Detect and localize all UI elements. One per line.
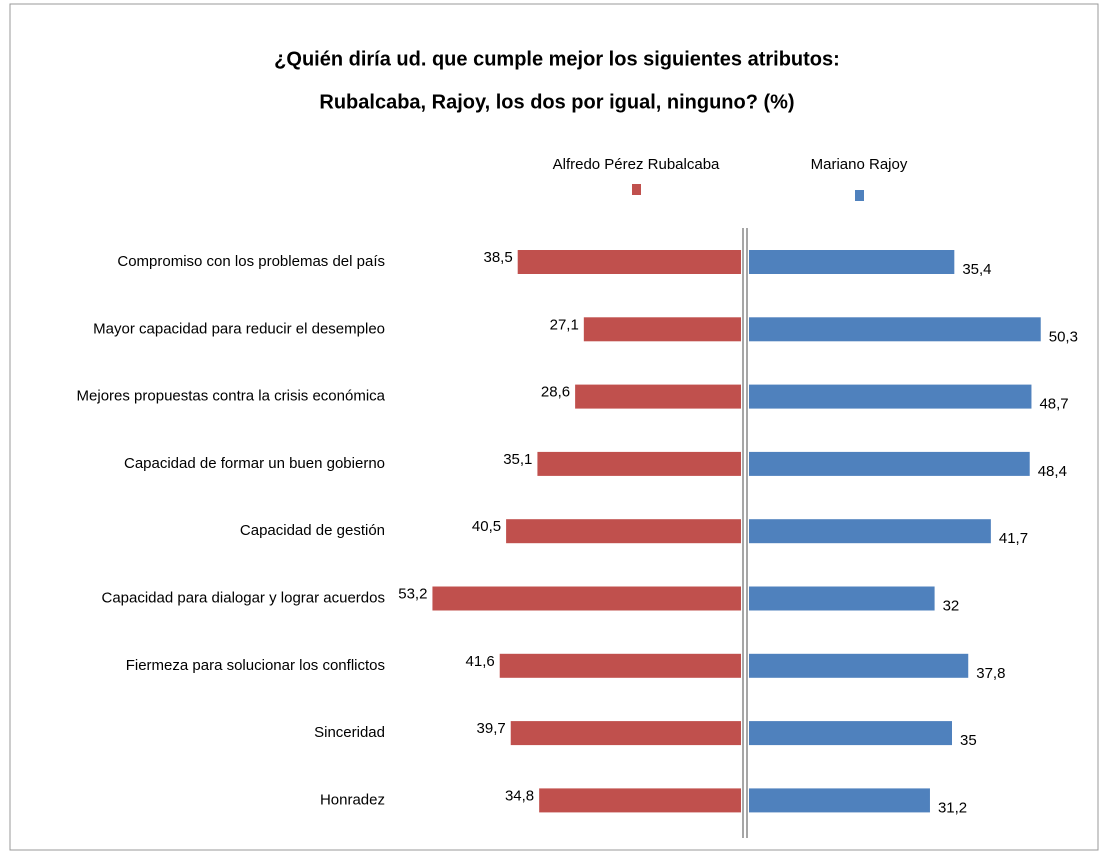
bar <box>575 384 741 409</box>
data-label: 27,1 <box>550 316 579 333</box>
data-label: 35 <box>960 732 977 749</box>
category-label: Sinceridad <box>314 724 385 741</box>
data-label: 35,1 <box>503 451 532 468</box>
data-label: 38,5 <box>483 249 512 266</box>
data-label: 41,6 <box>466 653 495 670</box>
bar <box>749 519 991 544</box>
category-label: Capacidad de formar un buen gobierno <box>124 455 385 472</box>
category-label: Honradez <box>320 791 385 808</box>
chart-frame <box>9 3 1099 851</box>
bar <box>749 721 952 746</box>
data-label: 32 <box>943 597 960 614</box>
chart-title: ¿Quién diría ud. que cumple mejor los si… <box>274 48 840 70</box>
bar <box>510 721 741 746</box>
bar <box>749 788 930 813</box>
bar <box>499 653 741 678</box>
bar <box>432 586 741 611</box>
bar <box>749 317 1041 342</box>
bar <box>749 653 969 678</box>
category-label: Compromiso con los problemas del país <box>117 253 385 270</box>
bar <box>517 250 741 274</box>
category-label: Mayor capacidad para reducir el desemple… <box>93 320 385 337</box>
category-label: Mejores propuestas contra la crisis econ… <box>77 388 386 405</box>
bar <box>749 586 935 611</box>
legend-swatch <box>855 190 864 201</box>
data-label: 37,8 <box>976 665 1005 682</box>
bar <box>539 788 741 813</box>
data-label: 48,7 <box>1039 396 1068 413</box>
bar <box>506 519 741 544</box>
bar <box>537 451 741 476</box>
data-label: 34,8 <box>505 787 534 804</box>
bar <box>749 250 955 274</box>
data-label: 35,4 <box>962 261 991 278</box>
data-label: 50,3 <box>1049 328 1078 345</box>
bar <box>583 317 741 342</box>
legend-label: Alfredo Pérez Rubalcaba <box>553 156 720 173</box>
chart-title: Rubalcaba, Rajoy, los dos por igual, nin… <box>319 91 794 113</box>
data-label: 48,4 <box>1038 463 1067 480</box>
category-label: Fiermeza para solucionar los conflictos <box>126 657 385 674</box>
data-label: 53,2 <box>398 585 427 602</box>
category-label: Capacidad para dialogar y lograr acuerdo… <box>101 589 385 606</box>
data-label: 41,7 <box>999 530 1028 547</box>
bar <box>749 384 1032 409</box>
data-label: 31,2 <box>938 799 967 816</box>
data-label: 39,7 <box>477 720 506 737</box>
legend-label: Mariano Rajoy <box>811 156 908 173</box>
bar <box>749 451 1030 476</box>
category-label: Capacidad de gestión <box>240 522 385 539</box>
data-label: 40,5 <box>472 518 501 535</box>
data-label: 28,6 <box>541 384 570 401</box>
legend-swatch <box>632 184 641 195</box>
